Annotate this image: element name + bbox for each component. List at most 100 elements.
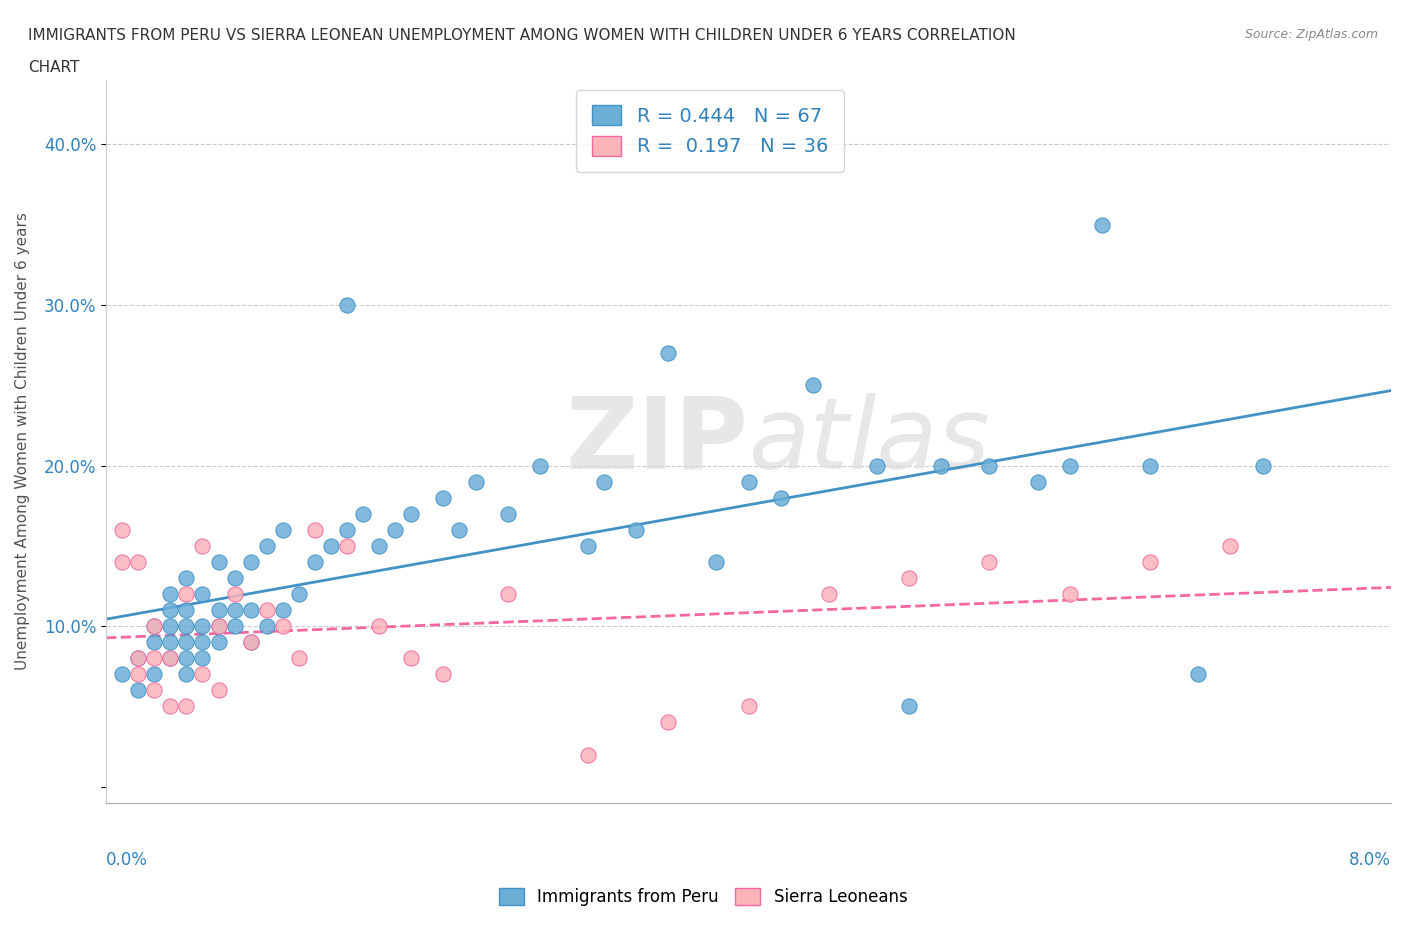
Immigrants from Peru: [576, 538, 599, 553]
Sierra Leoneans: [159, 699, 181, 714]
Immigrants from Peru: [737, 474, 759, 489]
Legend: Immigrants from Peru, Sierra Leoneans: Immigrants from Peru, Sierra Leoneans: [492, 881, 914, 912]
Immigrants from Peru: [706, 554, 728, 569]
Sierra Leoneans: [207, 618, 229, 633]
Immigrants from Peru: [191, 635, 214, 650]
Sierra Leoneans: [239, 635, 262, 650]
Immigrants from Peru: [304, 554, 326, 569]
Sierra Leoneans: [111, 554, 134, 569]
Sierra Leoneans: [576, 747, 599, 762]
Immigrants from Peru: [127, 651, 149, 666]
Immigrants from Peru: [529, 458, 551, 473]
Sierra Leoneans: [288, 651, 311, 666]
Text: atlas: atlas: [748, 393, 990, 490]
Sierra Leoneans: [1059, 587, 1081, 602]
Immigrants from Peru: [176, 570, 198, 585]
Sierra Leoneans: [159, 651, 181, 666]
Sierra Leoneans: [191, 667, 214, 682]
Immigrants from Peru: [176, 651, 198, 666]
Immigrants from Peru: [898, 699, 921, 714]
Immigrants from Peru: [464, 474, 486, 489]
Immigrants from Peru: [1091, 218, 1114, 232]
Immigrants from Peru: [191, 587, 214, 602]
Immigrants from Peru: [271, 603, 294, 618]
Immigrants from Peru: [929, 458, 952, 473]
Immigrants from Peru: [432, 490, 454, 505]
Sierra Leoneans: [143, 651, 166, 666]
Immigrants from Peru: [1187, 667, 1209, 682]
Immigrants from Peru: [624, 523, 647, 538]
Sierra Leoneans: [176, 699, 198, 714]
Immigrants from Peru: [239, 554, 262, 569]
Immigrants from Peru: [159, 587, 181, 602]
Sierra Leoneans: [111, 523, 134, 538]
Immigrants from Peru: [207, 635, 229, 650]
Immigrants from Peru: [336, 523, 359, 538]
Immigrants from Peru: [256, 618, 278, 633]
Sierra Leoneans: [432, 667, 454, 682]
Sierra Leoneans: [401, 651, 423, 666]
Y-axis label: Unemployment Among Women with Children Under 6 years: Unemployment Among Women with Children U…: [15, 212, 30, 671]
Immigrants from Peru: [288, 587, 311, 602]
Sierra Leoneans: [127, 667, 149, 682]
Immigrants from Peru: [191, 618, 214, 633]
Immigrants from Peru: [1026, 474, 1049, 489]
Immigrants from Peru: [979, 458, 1001, 473]
Text: Source: ZipAtlas.com: Source: ZipAtlas.com: [1244, 28, 1378, 41]
Immigrants from Peru: [207, 618, 229, 633]
Immigrants from Peru: [769, 490, 792, 505]
Immigrants from Peru: [207, 603, 229, 618]
Immigrants from Peru: [384, 523, 406, 538]
Immigrants from Peru: [256, 538, 278, 553]
Immigrants from Peru: [801, 378, 824, 392]
Immigrants from Peru: [239, 635, 262, 650]
Sierra Leoneans: [898, 570, 921, 585]
Immigrants from Peru: [207, 554, 229, 569]
Immigrants from Peru: [239, 603, 262, 618]
Sierra Leoneans: [176, 587, 198, 602]
Sierra Leoneans: [127, 554, 149, 569]
Text: ZIP: ZIP: [565, 393, 748, 490]
Sierra Leoneans: [304, 523, 326, 538]
Sierra Leoneans: [143, 683, 166, 698]
Immigrants from Peru: [496, 506, 519, 521]
Immigrants from Peru: [319, 538, 342, 553]
Sierra Leoneans: [191, 538, 214, 553]
Immigrants from Peru: [176, 667, 198, 682]
Sierra Leoneans: [496, 587, 519, 602]
Sierra Leoneans: [979, 554, 1001, 569]
Text: IMMIGRANTS FROM PERU VS SIERRA LEONEAN UNEMPLOYMENT AMONG WOMEN WITH CHILDREN UN: IMMIGRANTS FROM PERU VS SIERRA LEONEAN U…: [28, 28, 1017, 43]
Sierra Leoneans: [818, 587, 841, 602]
Immigrants from Peru: [111, 667, 134, 682]
Immigrants from Peru: [159, 651, 181, 666]
Sierra Leoneans: [1219, 538, 1241, 553]
Immigrants from Peru: [224, 570, 246, 585]
Immigrants from Peru: [159, 635, 181, 650]
Immigrants from Peru: [336, 298, 359, 312]
Immigrants from Peru: [224, 618, 246, 633]
Immigrants from Peru: [368, 538, 391, 553]
Immigrants from Peru: [224, 603, 246, 618]
Sierra Leoneans: [256, 603, 278, 618]
Sierra Leoneans: [207, 683, 229, 698]
Sierra Leoneans: [368, 618, 391, 633]
Immigrants from Peru: [143, 667, 166, 682]
Sierra Leoneans: [657, 715, 679, 730]
Sierra Leoneans: [271, 618, 294, 633]
Sierra Leoneans: [224, 587, 246, 602]
Immigrants from Peru: [143, 635, 166, 650]
Sierra Leoneans: [1139, 554, 1161, 569]
Sierra Leoneans: [737, 699, 759, 714]
Immigrants from Peru: [271, 523, 294, 538]
Immigrants from Peru: [1251, 458, 1274, 473]
Text: 8.0%: 8.0%: [1350, 851, 1391, 869]
Sierra Leoneans: [127, 651, 149, 666]
Immigrants from Peru: [657, 346, 679, 361]
Immigrants from Peru: [401, 506, 423, 521]
Immigrants from Peru: [176, 603, 198, 618]
Immigrants from Peru: [866, 458, 889, 473]
Legend: R = 0.444   N = 67, R =  0.197   N = 36: R = 0.444 N = 67, R = 0.197 N = 36: [576, 90, 844, 172]
Immigrants from Peru: [127, 683, 149, 698]
Immigrants from Peru: [1139, 458, 1161, 473]
Sierra Leoneans: [143, 618, 166, 633]
